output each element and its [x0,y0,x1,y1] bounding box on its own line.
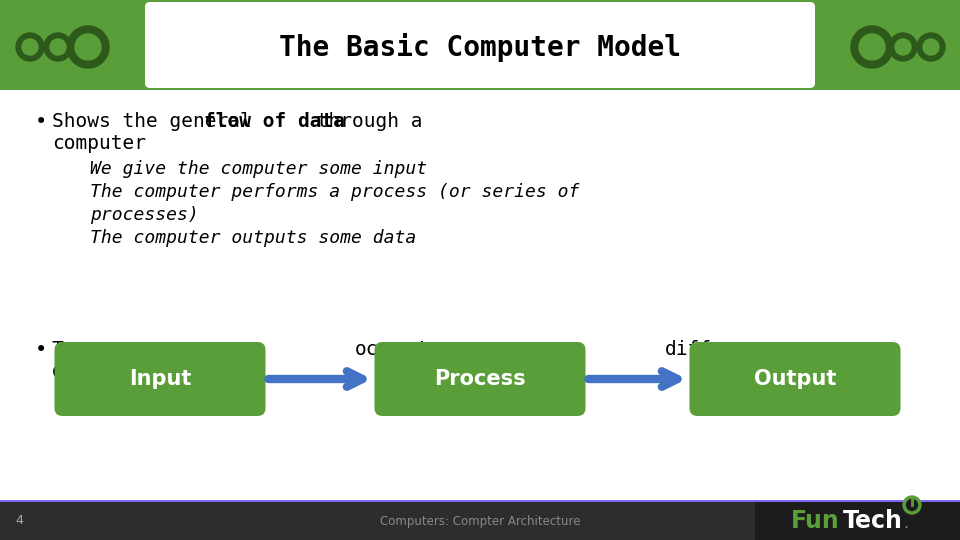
Polygon shape [755,502,960,540]
Text: Tech: Tech [843,509,902,533]
Bar [0,0,960,90]
Text: through a: through a [304,112,422,131]
Text: Process: Process [434,369,526,389]
Text: Computers: Compter Architecture: Computers: Compter Architecture [380,515,580,528]
Circle shape [851,26,893,68]
Circle shape [44,33,72,61]
FancyBboxPatch shape [689,342,900,416]
Circle shape [75,34,101,60]
Text: •: • [35,112,47,132]
Text: •: • [35,340,47,360]
Text: T: T [52,340,63,359]
Text: computer: computer [52,134,146,153]
Text: The computer performs a process (or series of: The computer performs a process (or seri… [90,183,580,201]
Circle shape [859,34,885,60]
Bar [0,502,960,540]
Text: 4: 4 [15,515,23,528]
Text: Input: Input [129,369,191,389]
Text: Shows the general: Shows the general [52,112,263,131]
Circle shape [906,500,918,510]
Text: We give the computer some input: We give the computer some input [90,160,427,178]
Circle shape [67,26,109,68]
Text: The computer outputs some data: The computer outputs some data [90,229,417,247]
Text: Output: Output [754,369,836,389]
Circle shape [903,496,921,514]
Text: ocess/: ocess/ [355,340,425,359]
FancyBboxPatch shape [145,2,815,88]
Bar [0,500,960,502]
Text: flow of data: flow of data [204,112,345,131]
Circle shape [22,39,38,55]
Circle shape [895,39,911,55]
Circle shape [50,39,66,55]
Circle shape [923,39,939,55]
FancyBboxPatch shape [55,342,266,416]
Circle shape [16,33,44,61]
Text: .: . [903,516,908,530]
Text: de: de [52,362,76,381]
FancyBboxPatch shape [374,342,586,416]
Text: Fun: Fun [791,509,840,533]
Text: processes): processes) [90,206,199,224]
Text: diff: diff [665,340,712,359]
Circle shape [917,33,945,61]
Text: The Basic Computer Model: The Basic Computer Model [279,32,681,62]
Circle shape [889,33,917,61]
